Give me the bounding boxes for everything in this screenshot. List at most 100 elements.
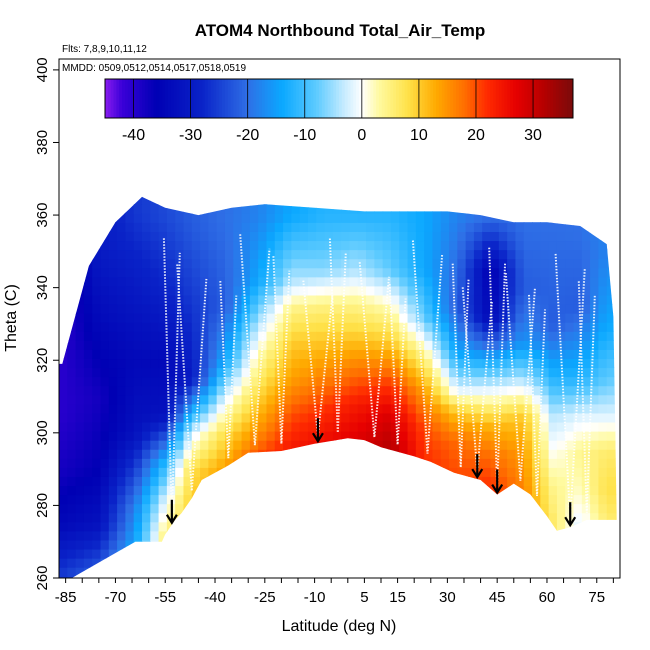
- field-cell: [183, 512, 193, 523]
- field-cell: [490, 403, 500, 414]
- field-cell: [133, 530, 143, 541]
- field-cell: [615, 313, 617, 323]
- field-cell: [565, 240, 575, 251]
- field-cell: [507, 222, 517, 232]
- field-cell: [200, 431, 209, 441]
- field-cell: [498, 558, 508, 568]
- field-cell: [548, 358, 558, 369]
- field-cell: [407, 431, 417, 441]
- field-cell: [390, 276, 400, 287]
- field-cell: [241, 213, 251, 223]
- field-cell: [366, 558, 375, 568]
- field-cell: [532, 449, 541, 459]
- field-cell: [440, 503, 450, 514]
- colorbar-segment: [182, 79, 186, 118]
- field-cell: [357, 303, 367, 314]
- field-cell: [449, 512, 458, 523]
- field-cell: [465, 431, 475, 441]
- field-cell: [482, 313, 492, 323]
- field-cell: [283, 258, 292, 269]
- field-cell: [482, 394, 492, 405]
- field-cell: [581, 322, 591, 332]
- colorbar-segment: [364, 79, 369, 118]
- field-cell: [565, 331, 575, 341]
- field-cell: [581, 240, 591, 251]
- field-cell: [117, 558, 126, 568]
- field-cell: [191, 331, 201, 341]
- field-cell: [191, 394, 201, 405]
- field-cell: [92, 403, 102, 414]
- colorbar-segment: [261, 79, 266, 118]
- colorbar-segment: [358, 79, 363, 118]
- field-cell: [523, 258, 533, 269]
- field-cell: [465, 322, 475, 332]
- field-cell: [233, 213, 243, 223]
- field-cell: [581, 458, 591, 468]
- field-cell: [482, 303, 492, 314]
- field-cell: [606, 240, 616, 251]
- field-cell: [349, 421, 359, 432]
- field-cell: [357, 394, 367, 405]
- field-cell: [191, 530, 201, 541]
- flight-profile-trace: [239, 234, 271, 446]
- field-cell: [540, 440, 550, 450]
- field-cell: [200, 485, 209, 496]
- field-cell: [216, 376, 226, 387]
- field-cell: [208, 331, 218, 341]
- colorbar-segment: [553, 79, 557, 118]
- field-cell: [332, 331, 342, 341]
- field-cell: [424, 204, 434, 214]
- field-cell: [208, 467, 218, 477]
- field-cell: [382, 476, 392, 487]
- field-cell: [490, 521, 500, 532]
- x-tick-label: -40: [204, 589, 226, 606]
- field-cell: [283, 449, 292, 459]
- field-cell: [83, 567, 93, 577]
- field-cell: [158, 276, 168, 287]
- field-cell: [440, 539, 450, 550]
- field-cell: [59, 213, 68, 223]
- field-cell: [449, 285, 458, 296]
- field-cell: [92, 440, 102, 450]
- field-cell: [175, 267, 185, 278]
- field-cell: [133, 421, 143, 432]
- field-cell: [349, 412, 359, 423]
- colorbar-segment: [495, 79, 500, 118]
- field-cell: [390, 412, 400, 423]
- field-cell: [258, 431, 268, 441]
- field-cell: [540, 213, 550, 223]
- field-cell: [457, 521, 467, 532]
- field-cell: [540, 394, 550, 405]
- field-cell: [108, 213, 118, 223]
- field-cell: [175, 548, 185, 559]
- field-cell: [299, 503, 309, 514]
- field-cell: [440, 530, 450, 541]
- field-cell: [598, 440, 608, 450]
- field-cell: [291, 394, 301, 405]
- field-cell: [556, 512, 566, 523]
- colorbar-segment: [413, 79, 417, 118]
- field-cell: [507, 539, 517, 550]
- field-cell: [307, 294, 317, 305]
- field-cell: [274, 558, 284, 568]
- field-cell: [390, 258, 400, 269]
- field-cell: [548, 367, 558, 378]
- field-cell: [532, 530, 541, 541]
- field-cell: [324, 458, 334, 468]
- field-cell: [523, 431, 533, 441]
- field-cell: [523, 530, 533, 541]
- field-cell: [117, 467, 126, 477]
- field-cell: [341, 476, 351, 487]
- field-cell: [324, 313, 334, 323]
- field-cell: [408, 186, 417, 196]
- field-cell: [390, 440, 400, 450]
- field-cell: [390, 467, 400, 477]
- field-cell: [565, 494, 575, 505]
- field-cell: [598, 567, 608, 577]
- field-cell: [374, 403, 384, 414]
- field-cell: [407, 412, 417, 423]
- field-cell: [374, 231, 384, 242]
- field-cell: [150, 213, 160, 223]
- field-cell: [515, 331, 525, 341]
- field-cell: [548, 196, 558, 205]
